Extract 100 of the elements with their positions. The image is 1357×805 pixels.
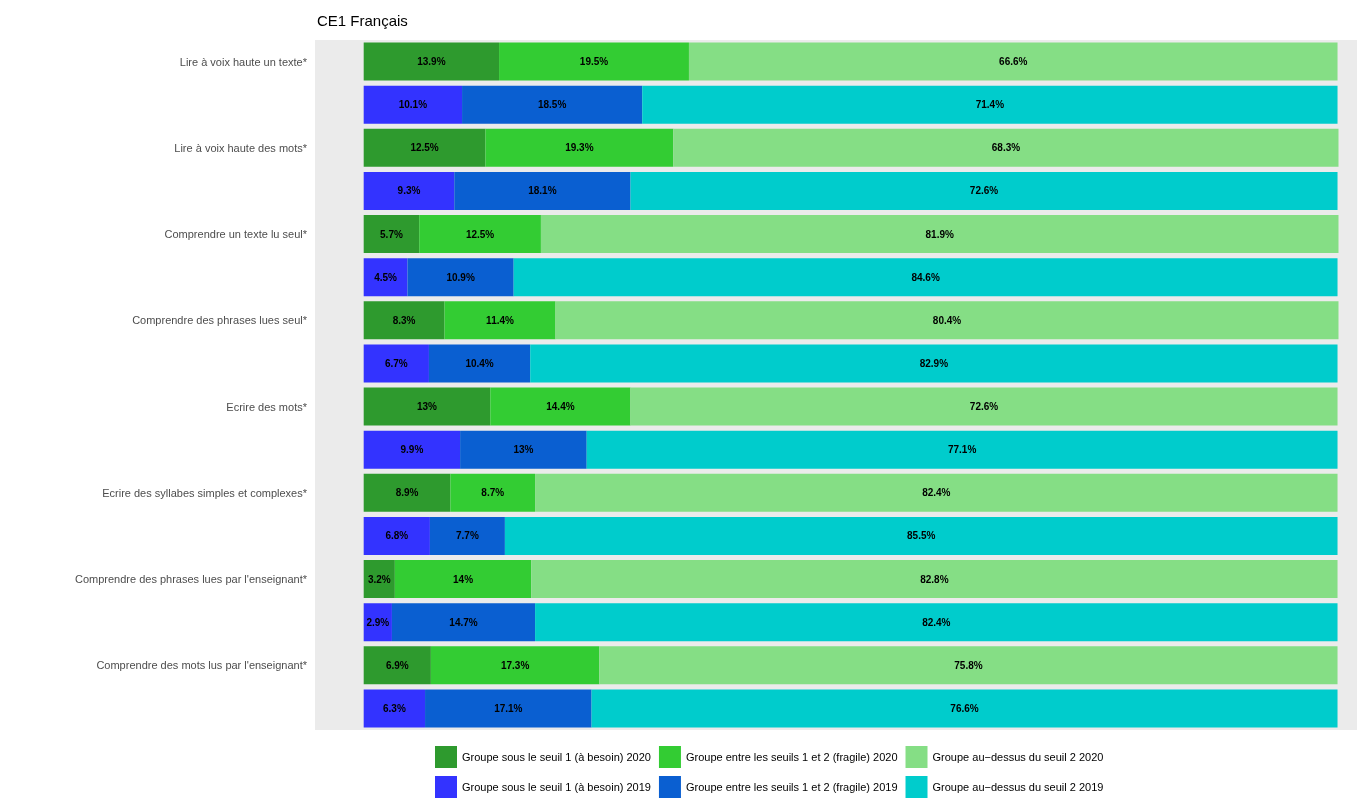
data-label: 8.9% [395, 487, 419, 499]
data-label: 12.5% [410, 142, 439, 154]
data-label: 10.1% [398, 99, 428, 111]
y-tick-label: Lire à voix haute un texte* [179, 55, 308, 68]
data-label: 14.4% [546, 401, 575, 413]
bar [535, 473, 1338, 512]
bar [462, 85, 643, 124]
y-tick-label: Comprendre des phrases lues par l'enseignant* [74, 573, 308, 586]
data-label: 19.5% [579, 56, 609, 68]
data-label: 71.4% [975, 99, 1005, 111]
data-label: 6.9% [385, 659, 409, 671]
bar [363, 128, 486, 167]
data-label: 80.4% [932, 314, 962, 326]
data-label: 17.1% [494, 702, 523, 714]
bar [460, 430, 587, 469]
data-label: 10.4% [465, 357, 494, 369]
data-label: 9.9% [400, 444, 424, 456]
bar [454, 171, 631, 210]
bar [450, 473, 536, 512]
data-label: 85.5% [907, 530, 936, 542]
bar [363, 42, 500, 81]
data-label: 82.8% [920, 573, 949, 585]
bar [599, 646, 1338, 685]
data-label: 3.2% [367, 573, 391, 585]
bar [430, 646, 600, 685]
data-label: 81.9% [925, 228, 954, 240]
bar [363, 473, 451, 512]
bar [688, 42, 1338, 81]
data-label: 9.3% [397, 185, 421, 197]
bar [419, 215, 541, 254]
bar [363, 301, 445, 340]
bar [513, 258, 1338, 297]
data-label: 2.9% [366, 616, 390, 628]
data-label: 13% [513, 444, 534, 456]
data-label: 17.3% [500, 659, 530, 671]
data-label: 5.7% [380, 228, 403, 240]
bar [363, 258, 408, 297]
y-tick-label: Lire à voix haute des mots* [174, 141, 308, 154]
bar [485, 128, 674, 167]
bar [363, 387, 491, 426]
data-label: 82.4% [922, 487, 951, 499]
bar [591, 689, 1338, 728]
bar [363, 85, 463, 124]
legend-label: Groupe entre les seuils 1 et 2 (fragile) 2019 [685, 781, 898, 793]
bar [428, 344, 531, 383]
legend-label: Groupe au−dessus du seuil 2 2019 [932, 781, 1104, 793]
chart-title: CE1 Français [317, 12, 408, 29]
bar [363, 344, 429, 383]
bar [673, 128, 1339, 167]
data-label: 72.6% [969, 185, 999, 197]
data-label: 4.5% [374, 271, 398, 283]
bar [363, 215, 420, 254]
bar [586, 430, 1338, 469]
bar [630, 171, 1338, 210]
y-tick-label: Ecrire des mots* [226, 400, 308, 413]
bar [504, 516, 1338, 555]
data-label: 72.6% [969, 401, 999, 413]
data-label: 19.3% [565, 142, 594, 154]
data-label: 6.7% [384, 357, 408, 369]
data-label: 76.6% [950, 702, 979, 714]
bar [490, 387, 631, 426]
data-label: 13% [416, 401, 438, 413]
bar [535, 603, 1338, 642]
data-label: 14.7% [449, 616, 478, 628]
bar [531, 560, 1338, 599]
data-label: 82.4% [922, 616, 951, 628]
data-label: 68.3% [991, 142, 1021, 154]
legend-label: Groupe sous le seuil 1 (à besoin) 2019 [462, 781, 651, 793]
bar [394, 560, 532, 599]
bar [642, 85, 1338, 124]
legend-label: Groupe entre les seuils 1 et 2 (fragile) 2020 [685, 751, 898, 763]
data-label: 8.3% [392, 314, 416, 326]
bar [407, 258, 514, 297]
data-label: 11.4% [486, 314, 515, 326]
data-label: 14% [453, 573, 474, 585]
bar [363, 516, 430, 555]
data-label: 8.7% [481, 487, 505, 499]
bar [363, 689, 426, 728]
y-tick-label: Comprendre un texte lu seul* [164, 228, 308, 241]
bar [363, 430, 461, 469]
data-label: 18.5% [537, 99, 567, 111]
legend-label: Groupe au−dessus du seuil 2 2020 [932, 751, 1104, 763]
data-label: 77.1% [947, 444, 977, 456]
bar [429, 516, 505, 555]
legend-label: Groupe sous le seuil 1 (à besoin) 2020 [462, 751, 651, 763]
data-label: 7.7% [456, 530, 479, 542]
bar [363, 646, 431, 685]
data-label: 6.3% [382, 702, 406, 714]
bar [363, 171, 455, 210]
data-label: 6.8% [385, 530, 409, 542]
data-label: 84.6% [911, 271, 940, 283]
data-label: 12.5% [465, 228, 495, 240]
data-label: 75.8% [954, 659, 983, 671]
bar [391, 603, 536, 642]
data-label: 10.9% [446, 271, 475, 283]
data-label: 66.6% [999, 56, 1028, 68]
data-label: 13.9% [417, 56, 446, 68]
bar [499, 42, 689, 81]
bar [555, 301, 1339, 340]
data-label: 82.9% [919, 357, 949, 369]
